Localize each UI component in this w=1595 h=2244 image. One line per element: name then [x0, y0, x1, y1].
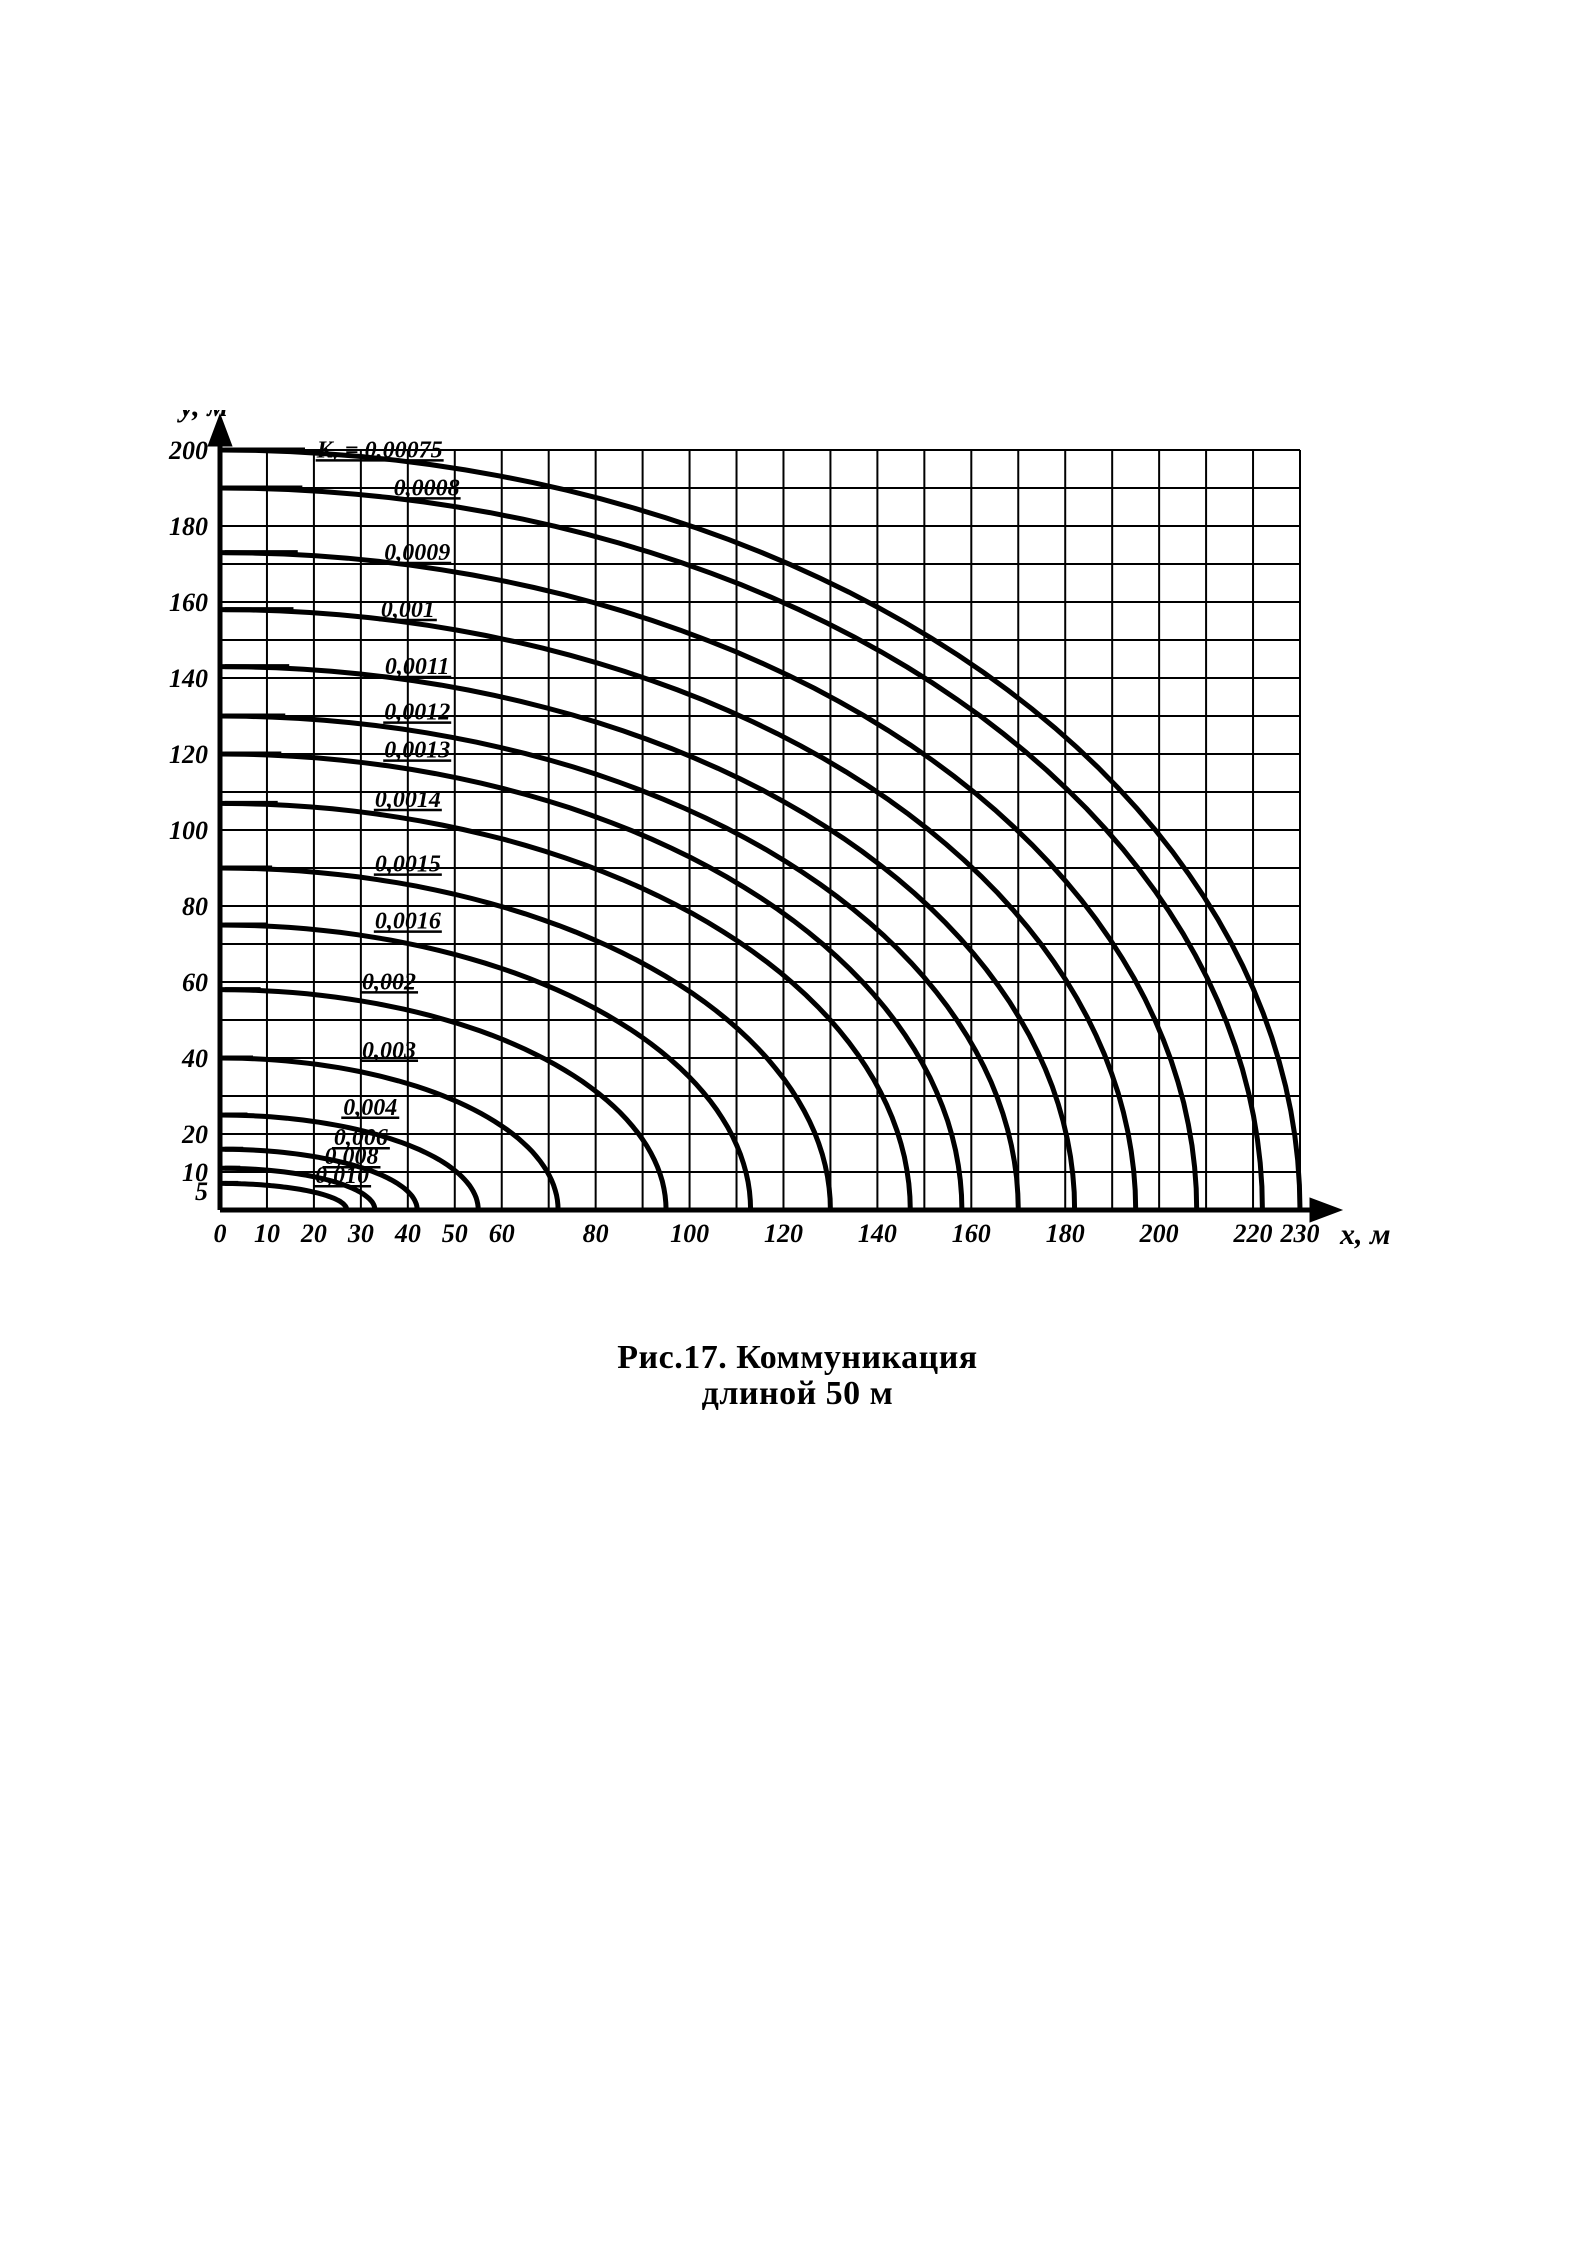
x-tick-label: 200 [1139, 1219, 1179, 1248]
x-tick-label: 100 [670, 1219, 709, 1248]
curves-group: Kᵥ = 0,000750,00080,00090,0010,00110,001… [220, 437, 1300, 1210]
caption-line-1: Рис.17. Коммуникация [617, 1339, 977, 1376]
y-tick-label: 160 [169, 588, 208, 617]
nomogram-chart: y, мx, м51020406080100120140160180200010… [130, 410, 1410, 1315]
x-tick-label: 60 [489, 1219, 515, 1248]
x-tick-label: 140 [858, 1219, 897, 1248]
x-tick-label: 120 [764, 1219, 803, 1248]
x-tick-label: 160 [952, 1219, 991, 1248]
y-tick-label: 40 [181, 1044, 208, 1073]
y-tick-label: 20 [181, 1120, 208, 1149]
y-tick-label: 80 [182, 892, 208, 921]
y-tick-label: 60 [182, 968, 208, 997]
curve [220, 925, 751, 1210]
x-axis-label: x, м [1339, 1218, 1391, 1251]
x-tick-label: 50 [442, 1219, 468, 1248]
y-tick-label: 10 [182, 1158, 208, 1187]
curve [220, 990, 666, 1210]
y-axis-label: y, м [177, 410, 228, 423]
chart-svg: y, мx, м51020406080100120140160180200010… [130, 410, 1410, 1310]
y-tick-label: 140 [169, 664, 208, 693]
x-tick-label: 80 [583, 1219, 609, 1248]
x-tick-label: 40 [394, 1219, 421, 1248]
x-tick-label: 0 [214, 1219, 227, 1248]
caption-line-2: длиной 50 м [702, 1375, 894, 1412]
y-tick-label: 100 [169, 816, 208, 845]
y-tick-label: 200 [168, 436, 208, 465]
y-tick-label: 180 [169, 512, 208, 541]
y-tick-label: 120 [169, 740, 208, 769]
x-tick-label: 220 [1233, 1219, 1273, 1248]
x-tick-label: 10 [254, 1219, 280, 1248]
figure-caption: Рис.17. Коммуникация длиной 50 м [0, 1340, 1595, 1411]
x-tick-label: 30 [347, 1219, 374, 1248]
x-tick-label: 20 [300, 1219, 327, 1248]
x-tick-label: 230 [1280, 1219, 1320, 1248]
x-tick-label: 180 [1046, 1219, 1085, 1248]
